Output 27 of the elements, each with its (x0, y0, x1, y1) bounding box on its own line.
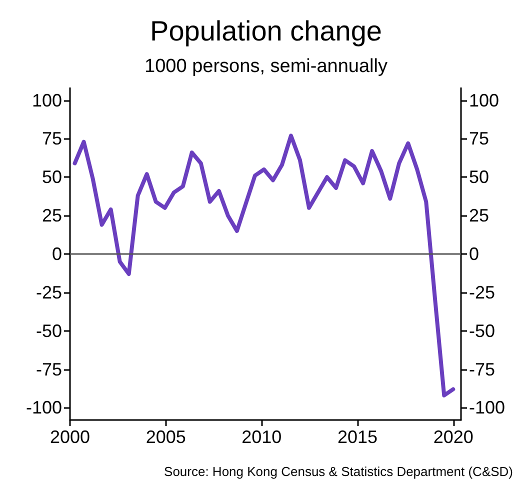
x-tick-label: 2010 (242, 427, 282, 447)
source-note: Source: Hong Kong Census & Statistics Department (C&SD) (164, 464, 514, 479)
y2-tick-label: 50 (469, 167, 490, 188)
y-tick-label: 75 (42, 128, 62, 149)
y2-tick-label: -100 (469, 398, 506, 418)
y-tick-label: -25 (36, 282, 62, 302)
y2-tick-label: 100 (469, 90, 500, 110)
y-tick-label: 50 (42, 167, 62, 188)
y-tick-label: 25 (42, 206, 62, 226)
chart-title: Population change (150, 16, 382, 46)
chart-subtitle: 1000 persons, semi-annually (144, 56, 388, 77)
y2-tick-label: -25 (469, 282, 496, 302)
y-tick-label: -100 (26, 398, 62, 418)
y-tick-label: 0 (52, 244, 62, 264)
y-tick-label: 100 (32, 90, 62, 110)
x-tick-label: 2005 (146, 427, 186, 447)
y2-tick-label: -75 (469, 359, 496, 380)
y2-tick-label: 25 (469, 206, 490, 226)
x-tick-label: 2015 (337, 427, 378, 447)
y2-tick-label: 75 (469, 128, 490, 149)
y2-tick-label: -50 (469, 320, 496, 341)
y-tick-label: -50 (36, 320, 62, 341)
y-tick-label: -75 (36, 359, 62, 380)
line-series (72, 134, 456, 398)
x-tick-label: 2000 (50, 427, 90, 447)
y2-tick-label: 0 (469, 244, 480, 264)
x-tick-label: 2020 (433, 427, 474, 447)
